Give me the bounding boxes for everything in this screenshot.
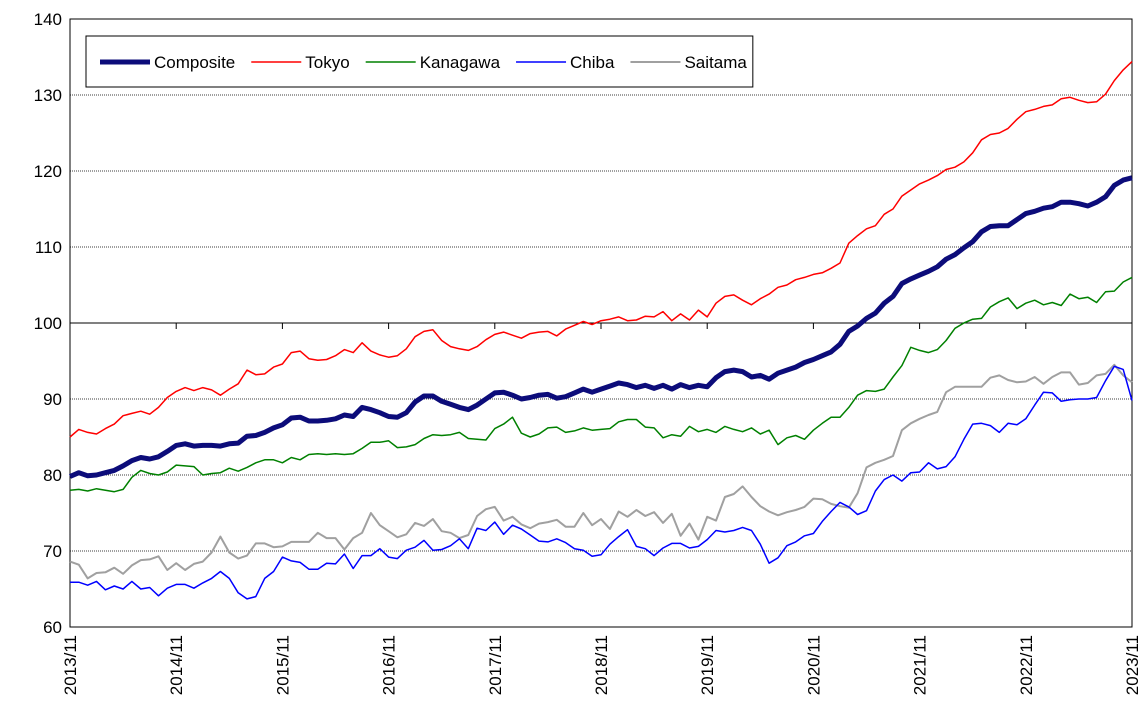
y-tick-label: 70 — [43, 542, 62, 561]
legend-label: Chiba — [570, 53, 615, 72]
y-tick-label: 110 — [35, 238, 62, 257]
x-tick-label: 2013/11 — [61, 635, 80, 695]
y-tick-label: 60 — [43, 618, 62, 637]
series-line — [70, 365, 1133, 600]
x-tick-label: 2016/11 — [380, 635, 399, 695]
y-tick-label: 140 — [34, 10, 62, 29]
x-tick-label: 2015/11 — [273, 635, 292, 695]
series-line — [69, 61, 1133, 438]
x-tick-label: 2018/11 — [592, 635, 611, 695]
legend-label: Saitama — [684, 53, 747, 72]
y-tick-label: 120 — [34, 162, 62, 181]
x-tick-label: 2020/11 — [804, 635, 823, 695]
x-tick-label: 2017/11 — [486, 635, 505, 695]
series-line — [69, 276, 1133, 493]
legend-label: Tokyo — [305, 53, 349, 72]
y-tick-label: 90 — [43, 390, 62, 409]
x-tick-label: 2014/11 — [167, 635, 186, 695]
x-tick-label: 2021/11 — [911, 635, 930, 695]
x-tick-label: 2019/11 — [698, 635, 717, 695]
x-tick-label: 2023/11 — [1123, 635, 1142, 695]
legend-label: Composite — [154, 53, 235, 72]
series-line — [69, 175, 1133, 479]
x-tick-label: 2022/11 — [1017, 635, 1036, 695]
y-tick-label: 80 — [43, 466, 62, 485]
series-line — [69, 363, 1133, 580]
y-tick-label: 100 — [34, 314, 62, 333]
y-tick-label: 130 — [34, 86, 62, 105]
legend-label: Kanagawa — [420, 53, 501, 72]
